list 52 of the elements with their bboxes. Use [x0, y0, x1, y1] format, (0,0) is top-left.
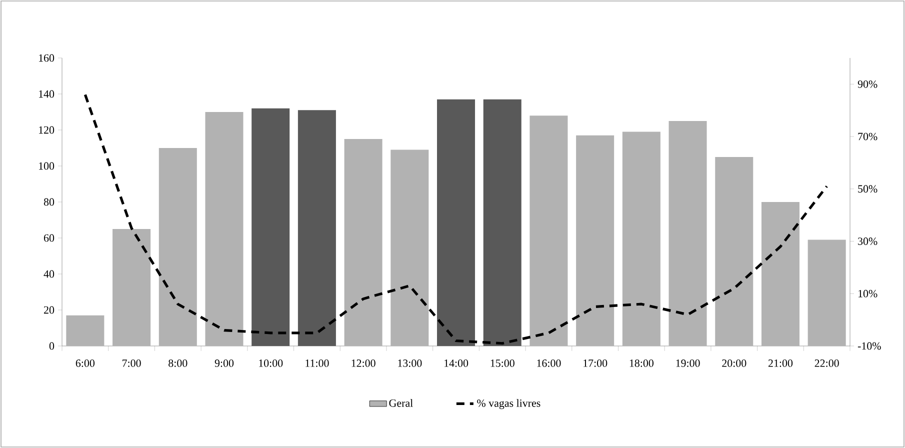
x-tick-label: 15:00	[490, 360, 514, 367]
bar	[808, 240, 846, 346]
y2-tick-label: -10%	[858, 342, 881, 350]
bar	[298, 110, 336, 346]
legend-label: % vagas livres	[477, 399, 540, 410]
x-tick-label: 14:00	[444, 360, 468, 367]
x-tick-label: 20:00	[722, 360, 746, 367]
y-tick-label: 100	[39, 162, 54, 170]
bar	[530, 116, 568, 346]
bar	[390, 150, 429, 346]
y-tick-label: 160	[39, 54, 54, 62]
x-tick-label: 13:00	[398, 360, 422, 367]
x-tick-label: 6:00	[76, 360, 95, 367]
x-tick-label: 18:00	[630, 360, 654, 367]
bar	[715, 156, 754, 346]
bar	[252, 108, 290, 346]
y2-tick-label: 10%	[858, 290, 878, 298]
x-tick-label: 16:00	[537, 360, 561, 367]
bar	[668, 120, 707, 346]
line-series	[84, 93, 828, 345]
y-tick-label: 0	[49, 342, 54, 350]
bar	[205, 112, 244, 346]
x-tick-label: 8:00	[168, 360, 188, 367]
bar	[576, 135, 614, 346]
x-tick-label: 12:00	[352, 360, 376, 367]
y2-tick-label: 70%	[858, 132, 878, 140]
y2-tick-label: 30%	[858, 238, 878, 245]
bar	[66, 315, 104, 346]
y2-tick-label: 50%	[858, 185, 878, 193]
y-tick-label: 80	[44, 198, 54, 206]
bar	[437, 99, 476, 346]
y2-tick-label: 90%	[858, 80, 878, 88]
x-tick-label: 11:00	[306, 360, 329, 367]
x-tick-label: 10:00	[259, 360, 283, 367]
x-tick-label: 22:00	[814, 360, 839, 367]
y-tick-label: 120	[39, 126, 54, 134]
bar	[344, 138, 382, 346]
y-tick-label: 40	[44, 270, 54, 278]
x-tick-label: 19:00	[676, 360, 700, 367]
y-tick-label: 20	[44, 306, 54, 314]
x-tick-label: 7:00	[122, 360, 141, 367]
y-tick-label: 140	[39, 90, 54, 98]
bar	[483, 99, 522, 346]
bar	[761, 202, 800, 346]
x-tick-label: 17:00	[584, 360, 608, 367]
x-tick-label: 21:00	[768, 360, 793, 367]
y-tick-label: 60	[44, 234, 54, 242]
bar	[112, 228, 151, 346]
bar	[622, 132, 660, 346]
bar	[158, 148, 197, 346]
x-tick-label: 9:00	[214, 360, 234, 367]
legend-label: Geral	[389, 399, 413, 407]
